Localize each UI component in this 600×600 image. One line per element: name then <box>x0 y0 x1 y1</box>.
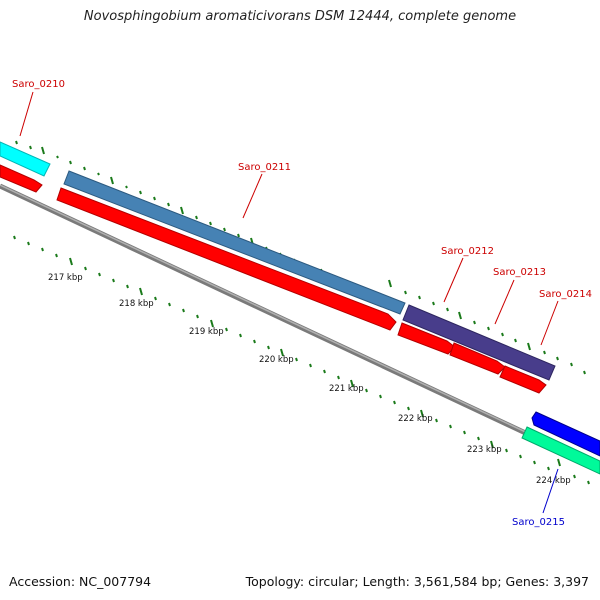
gene-saro-0215-block[interactable] <box>521 426 600 475</box>
gene-label-saro-0211[interactable]: Saro_0211 <box>238 162 291 173</box>
genome-backbone <box>0 183 600 471</box>
page-title: Novosphingobium aromaticivorans DSM 1244… <box>83 9 517 24</box>
outer-tick-row <box>15 140 586 375</box>
gene-saro-0212-0214-block[interactable] <box>402 304 556 381</box>
cds-saro-0213-arrow[interactable] <box>449 342 506 375</box>
gene-label-saro-0215[interactable]: Saro_0215 <box>512 517 565 528</box>
cds-saro-0211-arrow[interactable] <box>56 187 397 331</box>
cds-saro-0215-arrow[interactable] <box>531 411 600 457</box>
tick-label-224: 224 kbp <box>536 476 571 486</box>
tick-label-220: 220 kbp <box>259 355 294 365</box>
label-leader-saro-0211 <box>242 173 263 219</box>
cds-saro-0210-arrow[interactable] <box>0 164 43 193</box>
cds-saro-0214-arrow[interactable] <box>499 365 547 394</box>
genome-backbone-highlight <box>0 184 600 468</box>
label-leader-saro-0210 <box>19 91 34 137</box>
inner-tick-row <box>13 235 590 485</box>
tick-label-218: 218 kbp <box>119 299 154 309</box>
gene-label-saro-0214[interactable]: Saro_0214 <box>539 289 592 300</box>
gene-saro-0211-block[interactable] <box>63 170 406 315</box>
tick-label-223: 223 kbp <box>467 445 502 455</box>
gene-saro-0210-block[interactable] <box>0 141 51 177</box>
label-leader-saro-0212 <box>443 257 464 303</box>
gene-label-saro-0213[interactable]: Saro_0213 <box>493 267 546 278</box>
label-leader-saro-0213 <box>494 279 515 325</box>
accession-text: Accession: NC_007794 <box>9 574 152 589</box>
genome-summary-text: Topology: circular; Length: 3,561,584 bp… <box>245 574 589 589</box>
tick-label-221: 221 kbp <box>329 384 364 394</box>
label-leader-saro-0214 <box>540 300 559 346</box>
gene-label-saro-0210[interactable]: Saro_0210 <box>12 79 65 90</box>
tick-label-217: 217 kbp <box>48 273 83 283</box>
gene-label-saro-0212[interactable]: Saro_0212 <box>441 246 494 257</box>
label-leader-saro-0215 <box>542 468 559 514</box>
tick-label-219: 219 kbp <box>189 327 224 337</box>
tick-label-222: 222 kbp <box>398 414 433 424</box>
